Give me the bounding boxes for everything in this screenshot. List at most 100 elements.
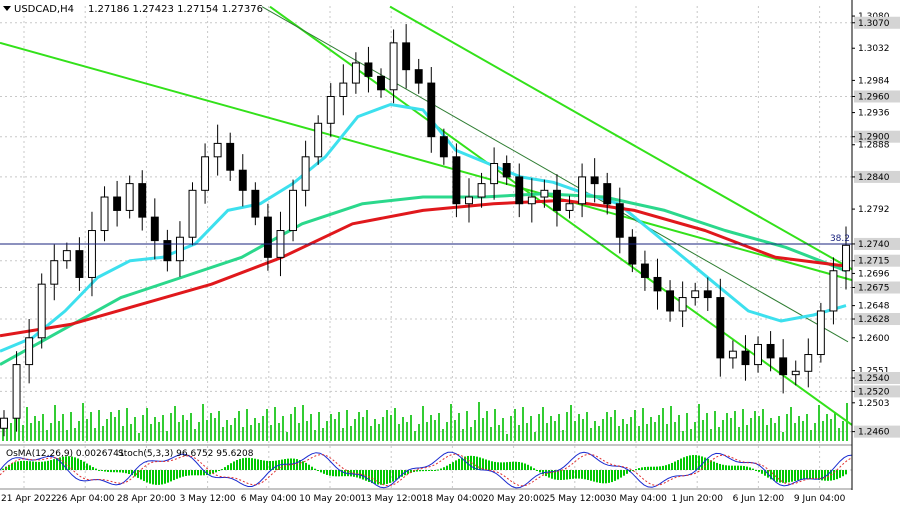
osma-bar [575,470,577,479]
volume-bar [82,403,84,441]
volume-bar [518,425,520,441]
osma-bar [494,461,496,470]
candle-body [150,216,159,242]
osma-bar [149,470,151,484]
osma-bar [296,459,298,470]
candle-body [301,156,310,191]
osma-bar [686,456,688,470]
osma-bar [521,462,523,470]
volume-bar [450,404,452,441]
osma-bar [182,470,184,477]
volume-bar [490,427,492,441]
price-axis[interactable]: 1.30801.30701.30321.29841.29601.29361.29… [851,0,900,490]
volume-bar [178,422,180,441]
volume-bar [470,427,472,441]
osma-bar [587,470,589,480]
volume-bar [2,425,4,441]
volume-bar [246,409,248,441]
volume-bar [794,423,796,441]
volume-bar [778,416,780,441]
osma-bar [785,470,787,483]
time-axis[interactable]: 21 Apr 2022 26 Apr 04:00 28 Apr 20:00 3 May… [1,494,846,504]
volume-bar [46,430,48,441]
osma-bar [461,457,463,470]
osma-bar [647,466,649,470]
volume-bar [282,416,284,441]
volume-bar [718,427,720,441]
volume-bar [330,414,332,441]
dropdown-triangle-icon[interactable] [3,6,11,11]
volume-bar [174,406,176,441]
volume-bar [110,412,112,441]
osma-bar [257,459,259,470]
candle-body [603,183,612,205]
y-tick-label: 1.2460 [858,428,890,438]
price-label-box [854,254,900,267]
volume-bar [706,413,708,441]
osma-bar [233,461,235,470]
osma-bar [641,467,643,470]
osma-bar [458,458,460,470]
volume-bar [682,431,684,441]
volume-bar [118,410,120,441]
osma-bar [197,470,199,476]
volume-bar [514,409,516,441]
volume-bar [406,422,408,441]
osma-bar [515,461,517,470]
candle-body [402,42,411,71]
osma-bar [632,470,634,471]
osma-bar [614,470,616,481]
x-tick-label: 13 May 12:00 [360,494,422,504]
candle-body [766,343,775,359]
volume-bar [78,421,80,441]
osma-bar [245,457,247,470]
volume-bar [338,412,340,441]
x-tick-label: 6 Jun 12:00 [733,494,785,504]
volume-bar [42,414,44,441]
osma-bar [551,470,553,479]
osma-bar [611,470,613,483]
osma-bar [401,470,403,477]
osma-bar [434,470,436,471]
y-tick-label: 1.2696 [858,269,890,279]
osma-bar [308,464,310,470]
horizontal-level[interactable]: 38.2 [0,234,852,245]
osma-bar [299,460,301,470]
volume-bar [314,430,316,441]
candle-body [515,176,524,205]
candle-body [263,216,272,258]
volume-bar [190,413,192,441]
candle-body [37,283,46,339]
osma-bar [428,470,430,471]
volume-bar [810,430,812,441]
volume-bar [642,408,644,441]
osma-bar [650,466,652,470]
osma-bar [305,462,307,470]
candlesticks [0,24,850,437]
stoch-signal-line [0,453,853,487]
volume-bar [702,420,704,441]
y-tick-label: 1.2900 [858,133,890,143]
volume-bar [426,422,428,441]
osma-bar [578,470,580,479]
volume-bar [358,412,360,441]
volume-bar [302,405,304,441]
osma-bar [596,470,598,483]
candle-body [138,183,147,218]
osma-bar [131,470,133,476]
osma-bar [374,470,376,484]
volume-bar [18,409,20,441]
candle-body [377,75,385,91]
volume-bar [166,431,168,441]
x-tick-label: 26 Apr 04:00 [56,494,115,504]
candle-body [578,176,587,205]
volume-bar [562,430,564,441]
candle-body [389,42,398,91]
volume-bar [254,418,256,441]
candle-body [213,142,222,158]
osma-bar [827,470,829,481]
osma-bar [350,470,352,477]
volume-bar [354,419,356,441]
osma-bar [53,459,55,470]
